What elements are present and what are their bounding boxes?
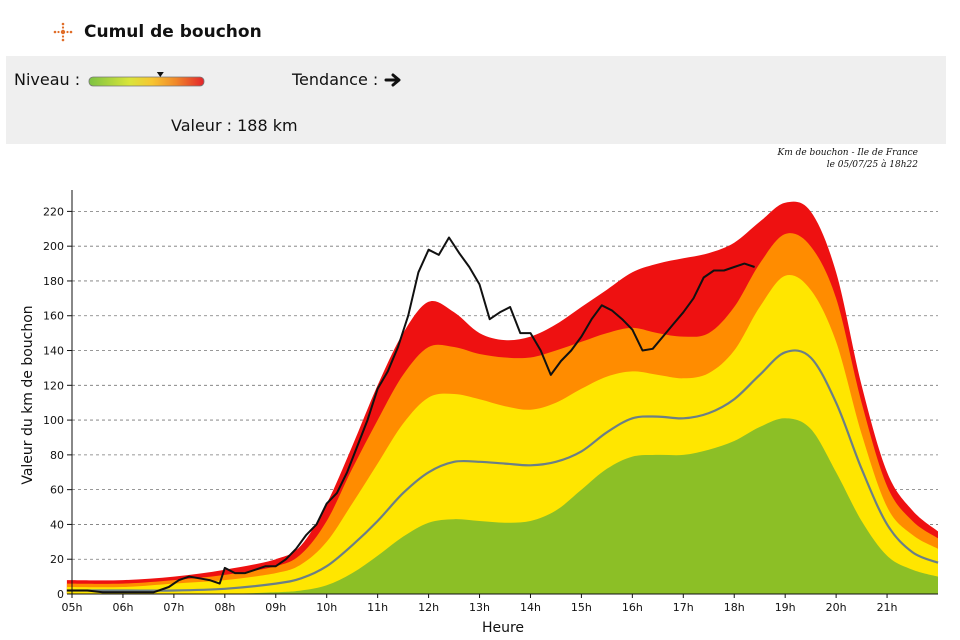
x-tick-label: 11h	[367, 601, 388, 614]
arrow-right-icon	[384, 73, 401, 86]
x-tick-label: 06h	[112, 601, 133, 614]
chart-axes	[71, 190, 938, 595]
y-axis-label: Valeur du km de bouchon	[20, 305, 36, 484]
page-title: Cumul de bouchon	[84, 22, 262, 42]
indicator-panel: Niveau : Tendance : Valeur : 188 km	[6, 56, 946, 144]
chart-caption: Km de bouchon - Ile de France le 05/07/2…	[777, 147, 918, 171]
y-tick-label: 40	[50, 518, 64, 531]
gauge-marker	[156, 71, 164, 77]
y-tick-label: 200	[43, 240, 64, 253]
x-tick-label: 21h	[877, 601, 898, 614]
x-tick-label: 15h	[571, 601, 592, 614]
niveau-indicator: Niveau :	[14, 70, 206, 89]
x-tick-label: 20h	[826, 601, 847, 614]
caption-line-1: Km de bouchon - Ile de France	[777, 148, 918, 158]
chart-lines	[66, 236, 939, 594]
y-tick-label: 60	[50, 484, 64, 497]
x-tick-label: 18h	[724, 601, 745, 614]
y-tick-label: 20	[50, 553, 64, 566]
y-tick-label: 80	[50, 449, 64, 462]
caption-line-2: le 05/07/25 à 18h22	[826, 160, 918, 170]
y-tick-label: 180	[43, 275, 64, 288]
current-value-line	[66, 236, 755, 594]
chart-bands	[66, 201, 938, 595]
title-row: Cumul de bouchon	[52, 18, 262, 46]
y-tick-label: 160	[43, 310, 64, 323]
x-tick-label: 14h	[520, 601, 541, 614]
traffic-chart: 0 20 40 60 80 100 120 140 160 180 200 220 05h 06h 07h…	[20, 190, 939, 636]
tendance-label: Tendance :	[292, 70, 379, 89]
reference-line	[66, 349, 939, 592]
x-tick-label: 17h	[673, 601, 694, 614]
y-tick-labels: 0 20 40 60 80 100 120 140 160 180 200 220	[43, 205, 72, 601]
x-tick-label: 10h	[316, 601, 337, 614]
x-tick-label: 08h	[214, 601, 235, 614]
niveau-gauge	[88, 71, 205, 86]
tendance-indicator: Tendance :	[292, 70, 404, 89]
x-tick-label: 16h	[622, 601, 643, 614]
x-tick-label: 07h	[163, 601, 184, 614]
y-tick-label: 140	[43, 345, 64, 358]
x-tick-label: 19h	[775, 601, 796, 614]
y-tick-label: 0	[57, 588, 64, 601]
niveau-label: Niveau :	[14, 70, 81, 89]
band-area-4	[66, 418, 938, 595]
x-tick-label: 13h	[469, 601, 490, 614]
valeur-text: Valeur : 188 km	[171, 116, 298, 135]
x-tick-label: 12h	[418, 601, 439, 614]
y-tick-label: 100	[43, 414, 64, 427]
y-tick-label: 220	[43, 205, 64, 218]
crosshair-icon	[53, 22, 73, 42]
x-axis-label: Heure	[482, 620, 524, 636]
x-tick-label: 05h	[62, 601, 83, 614]
y-tick-label: 120	[43, 379, 64, 392]
x-tick-labels: 05h 06h 07h 08h 09h 10h 11h 12h 13h 14h 15h 16h 17h 1…	[62, 594, 898, 614]
x-tick-label: 09h	[265, 601, 286, 614]
